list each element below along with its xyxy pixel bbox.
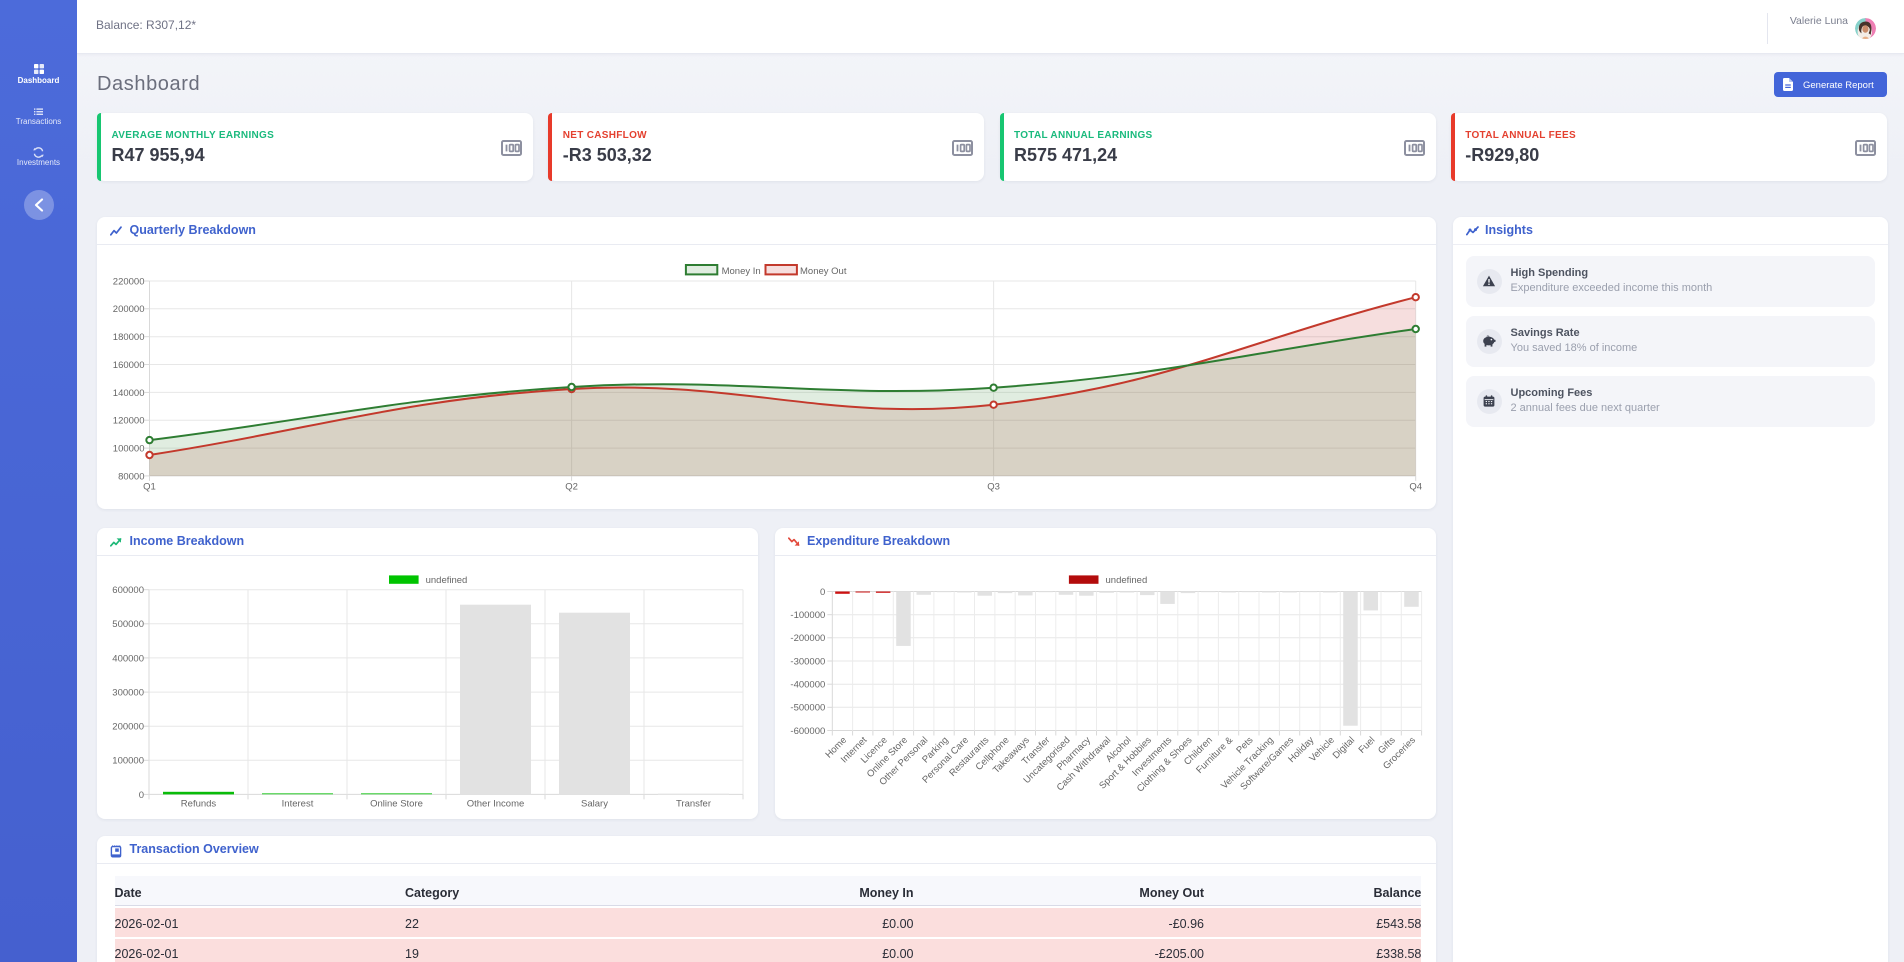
- svg-text:-400000: -400000: [790, 679, 825, 690]
- svg-text:220000: 220000: [113, 276, 145, 287]
- svg-text:100000: 100000: [113, 443, 145, 454]
- svg-text:120000: 120000: [113, 415, 145, 426]
- svg-text:300000: 300000: [112, 687, 144, 698]
- svg-text:180000: 180000: [113, 332, 145, 343]
- svg-text:Q3: Q3: [987, 481, 1000, 492]
- svg-text:Q1: Q1: [143, 481, 156, 492]
- svg-text:Refunds: Refunds: [181, 798, 217, 809]
- svg-text:-100000: -100000: [790, 610, 825, 621]
- svg-text:140000: 140000: [113, 387, 145, 398]
- svg-text:Fuel: Fuel: [1356, 734, 1377, 755]
- svg-text:undefined: undefined: [426, 575, 468, 586]
- svg-text:200000: 200000: [112, 721, 144, 732]
- svg-text:400000: 400000: [112, 653, 144, 664]
- svg-text:0: 0: [820, 586, 825, 597]
- svg-text:Transfer: Transfer: [676, 798, 711, 809]
- svg-text:Online Store: Online Store: [370, 798, 423, 809]
- svg-text:-300000: -300000: [790, 656, 825, 667]
- svg-text:-500000: -500000: [790, 702, 825, 713]
- svg-text:Q4: Q4: [1409, 481, 1422, 492]
- svg-text:500000: 500000: [112, 619, 144, 630]
- svg-text:600000: 600000: [112, 585, 144, 596]
- svg-text:80000: 80000: [118, 471, 144, 482]
- svg-text:200000: 200000: [113, 304, 145, 315]
- svg-text:Interest: Interest: [282, 798, 314, 809]
- svg-text:Money Out: Money Out: [800, 265, 847, 276]
- svg-text:Digital: Digital: [1330, 734, 1356, 760]
- svg-text:Q2: Q2: [565, 481, 578, 492]
- svg-text:Money In: Money In: [722, 265, 761, 276]
- svg-text:-200000: -200000: [790, 633, 825, 644]
- svg-text:-600000: -600000: [790, 725, 825, 736]
- svg-text:Salary: Salary: [581, 798, 608, 809]
- svg-text:0: 0: [139, 789, 144, 800]
- svg-text:Other Income: Other Income: [467, 798, 525, 809]
- svg-text:160000: 160000: [113, 359, 145, 370]
- svg-text:100000: 100000: [112, 755, 144, 766]
- svg-text:undefined: undefined: [1105, 575, 1147, 586]
